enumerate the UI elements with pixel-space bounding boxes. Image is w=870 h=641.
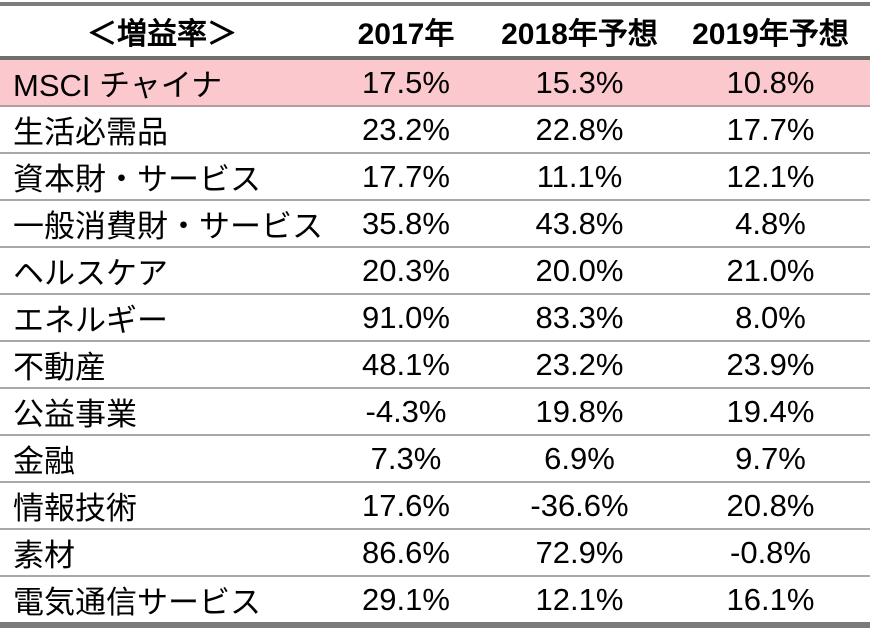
value-2018: 72.9% xyxy=(488,529,671,577)
value-2018: 19.8% xyxy=(488,388,671,436)
value-2017: 23.2% xyxy=(324,106,488,154)
table-row-real-estate: 不動産 48.1% 23.2% 23.9% xyxy=(0,341,870,389)
value-2017: 17.6% xyxy=(324,482,488,530)
sector-label: 電気通信サービス xyxy=(0,576,324,628)
value-2017: 91.0% xyxy=(324,294,488,342)
table-row-utilities: 公益事業 -4.3% 19.8% 19.4% xyxy=(0,388,870,436)
value-2019: 9.7% xyxy=(671,435,870,483)
value-2019: -0.8% xyxy=(671,529,870,577)
table-row-materials: 素材 86.6% 72.9% -0.8% xyxy=(0,529,870,577)
value-2018: 20.0% xyxy=(488,247,671,295)
value-2018: 15.3% xyxy=(488,58,671,107)
table-row-msci-china: MSCI チャイナ 17.5% 15.3% 10.8% xyxy=(0,58,870,107)
sector-label: 資本財・サービス xyxy=(0,153,324,201)
sector-label: 公益事業 xyxy=(0,388,324,436)
table-row-consumer-discretionary: 一般消費財・サービス 35.8% 43.8% 4.8% xyxy=(0,200,870,248)
header-row: ＜増益率＞ 2017年 2018年予想 2019年予想 xyxy=(0,2,870,60)
value-2018: 12.1% xyxy=(488,576,671,628)
value-2019: 19.4% xyxy=(671,388,870,436)
value-2017: 17.7% xyxy=(324,153,488,201)
sector-label: 生活必需品 xyxy=(0,106,324,154)
value-2018: 23.2% xyxy=(488,341,671,389)
value-2018: 83.3% xyxy=(488,294,671,342)
value-2019: 16.1% xyxy=(671,576,870,628)
sector-label: ヘルスケア xyxy=(0,247,324,295)
table-row-financials: 金融 7.3% 6.9% 9.7% xyxy=(0,435,870,483)
value-2017: 86.6% xyxy=(324,529,488,577)
table-row-industrials: 資本財・サービス 17.7% 11.1% 12.1% xyxy=(0,153,870,201)
sector-label: MSCI チャイナ xyxy=(0,58,324,107)
table-row-healthcare: ヘルスケア 20.3% 20.0% 21.0% xyxy=(0,247,870,295)
sector-label: 金融 xyxy=(0,435,324,483)
value-2019: 4.8% xyxy=(671,200,870,248)
col-header-2018: 2018年予想 xyxy=(488,2,671,60)
value-2018: 43.8% xyxy=(488,200,671,248)
value-2019: 17.7% xyxy=(671,106,870,154)
value-2019: 12.1% xyxy=(671,153,870,201)
value-2019: 20.8% xyxy=(671,482,870,530)
value-2017: -4.3% xyxy=(324,388,488,436)
table-row-telecom-services: 電気通信サービス 29.1% 12.1% 16.1% xyxy=(0,576,870,628)
value-2017: 29.1% xyxy=(324,576,488,628)
sector-label: エネルギー xyxy=(0,294,324,342)
table-row-consumer-staples: 生活必需品 23.2% 22.8% 17.7% xyxy=(0,106,870,154)
value-2019: 21.0% xyxy=(671,247,870,295)
value-2017: 7.3% xyxy=(324,435,488,483)
value-2018: 6.9% xyxy=(488,435,671,483)
value-2018: 11.1% xyxy=(488,153,671,201)
table-body: MSCI チャイナ 17.5% 15.3% 10.8% 生活必需品 23.2% … xyxy=(0,58,870,628)
table-row-energy: エネルギー 91.0% 83.3% 8.0% xyxy=(0,294,870,342)
value-2018: 22.8% xyxy=(488,106,671,154)
value-2019: 23.9% xyxy=(671,341,870,389)
table-title: ＜増益率＞ xyxy=(0,2,324,60)
sector-label: 情報技術 xyxy=(0,482,324,530)
value-2017: 48.1% xyxy=(324,341,488,389)
sector-label: 素材 xyxy=(0,529,324,577)
col-header-2017: 2017年 xyxy=(324,2,488,60)
value-2017: 17.5% xyxy=(324,58,488,107)
col-header-2019: 2019年予想 xyxy=(671,2,870,60)
value-2017: 35.8% xyxy=(324,200,488,248)
sector-label: 一般消費財・サービス xyxy=(0,200,324,248)
sector-label: 不動産 xyxy=(0,341,324,389)
value-2019: 8.0% xyxy=(671,294,870,342)
value-2017: 20.3% xyxy=(324,247,488,295)
profit-growth-table: ＜増益率＞ 2017年 2018年予想 2019年予想 MSCI チャイナ 17… xyxy=(0,2,870,628)
table-row-information-technology: 情報技術 17.6% -36.6% 20.8% xyxy=(0,482,870,530)
value-2019: 10.8% xyxy=(671,58,870,107)
value-2018: -36.6% xyxy=(488,482,671,530)
